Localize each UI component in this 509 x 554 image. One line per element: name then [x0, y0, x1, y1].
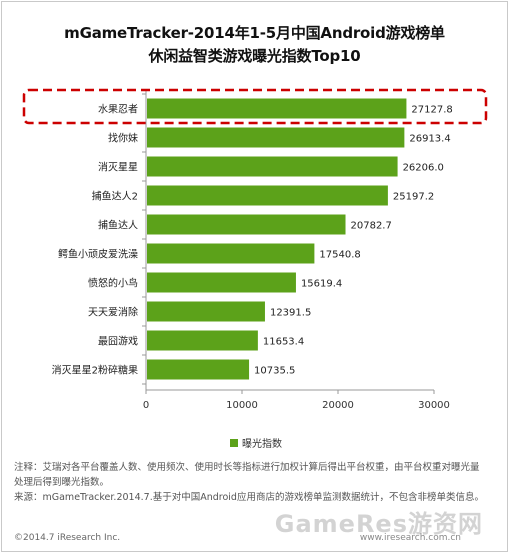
bar: [147, 185, 388, 206]
copyright: ©2014.7 iResearch Inc.: [14, 533, 121, 543]
category-label: 消灭星星: [98, 161, 138, 174]
category-label: 找你妹: [108, 132, 138, 145]
value-label: 11653.4: [263, 337, 304, 348]
legend-label: 曝光指数: [242, 439, 282, 450]
value-label: 10735.5: [254, 366, 295, 377]
bar: [147, 156, 398, 177]
footnote-comment: 注释：艾瑞对各平台覆盖人数、使用频次、使用时长等指标进行加权计算后得出平台权重，…: [14, 462, 480, 488]
category-label: 天天爱消除: [88, 306, 138, 319]
x-tick-label: 20000: [322, 400, 354, 411]
category-label: 最囧游戏: [98, 335, 138, 348]
bar: [147, 243, 315, 264]
bar: [147, 98, 407, 119]
site-url: www.iresearch.com.cn: [359, 533, 461, 543]
watermark-logo: GameRes游资网: [274, 510, 483, 538]
category-label: 捕鱼达人: [98, 219, 138, 232]
value-label: 15619.4: [301, 279, 342, 290]
footnote-source: 来源：mGameTracker.2014.7.基于对中国Android应用商店的…: [14, 492, 484, 503]
legend: 曝光指数: [230, 435, 282, 450]
value-label: 12391.5: [270, 308, 311, 319]
value-label: 25197.2: [393, 192, 434, 203]
bar: [147, 214, 346, 235]
chart-title-line2: 休闲益智类游戏曝光指数Top10: [148, 47, 361, 65]
category-label: 鳄鱼小顽皮爱洗澡: [58, 248, 138, 261]
value-label: 20782.7: [351, 221, 392, 232]
bar: [147, 127, 405, 148]
value-label: 27127.8: [411, 105, 452, 116]
x-tick-label: 0: [143, 400, 149, 411]
category-label: 愤怒的小鸟: [88, 277, 138, 290]
category-label: 水果忍者: [98, 104, 138, 116]
category-label: 捕鱼达人2: [92, 190, 138, 203]
value-label: 26206.0: [403, 163, 444, 174]
chart-title-line1: mGameTracker-2014年1-5月中国Android游戏榜单: [64, 24, 445, 42]
bar: [147, 301, 265, 322]
bar: [147, 272, 296, 293]
value-label: 26913.4: [409, 134, 450, 145]
x-tick-label: 30000: [418, 400, 450, 411]
bar: [147, 359, 250, 380]
footnotes: 注释：艾瑞对各平台覆盖人数、使用频次、使用时长等指标进行加权计算后得出平台权重，…: [14, 460, 484, 505]
x-tick-label: 10000: [226, 400, 258, 411]
value-label: 17540.8: [319, 250, 360, 261]
bar: [147, 330, 258, 351]
highlight-box: [22, 88, 488, 125]
legend-swatch: [230, 438, 238, 447]
category-label: 消灭星星2粉碎糖果: [52, 364, 138, 377]
